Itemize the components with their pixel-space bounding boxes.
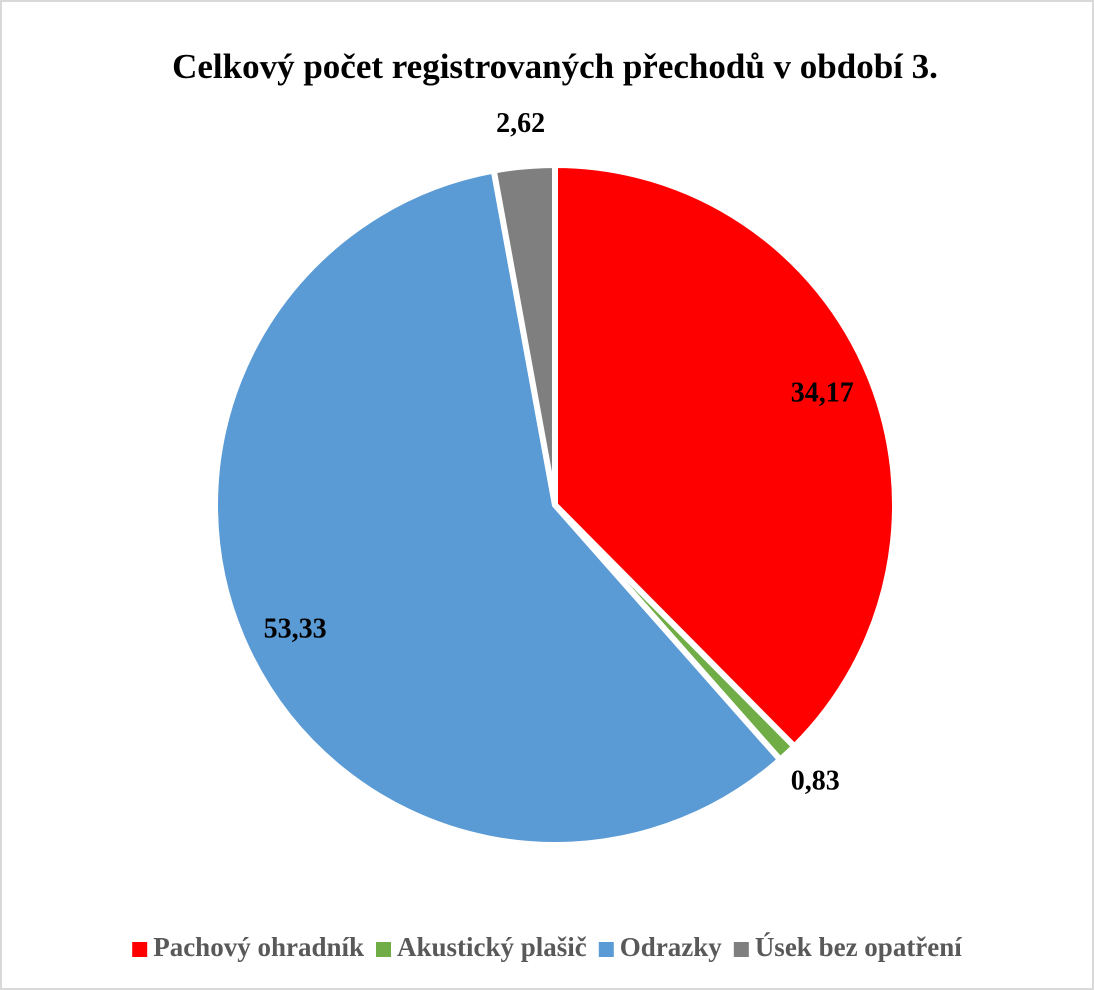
pie-slice	[212, 167, 785, 848]
legend-label: Pachový ohradník	[153, 932, 364, 962]
data-label: 34,17	[791, 377, 854, 408]
legend-swatch	[376, 942, 391, 957]
legend-swatch	[132, 942, 148, 957]
data-label: 0,83	[791, 765, 840, 796]
data-label: 2,62	[496, 108, 545, 139]
chart-title: Celkový počet registrovaných přechodů v …	[172, 47, 938, 86]
legend: Pachový ohradník Akustický plašič Odrazky Ú…	[132, 932, 962, 962]
legend-label: Odrazky	[620, 932, 723, 962]
data-label: 53,33	[264, 614, 327, 645]
pie-slice	[490, 161, 558, 506]
legend-swatch	[598, 942, 614, 957]
legend-swatch	[733, 942, 749, 957]
pie-slice	[552, 161, 898, 751]
legend-label: Akustický plašič	[397, 932, 587, 962]
legend-label: Úsek bez opatření	[755, 932, 962, 962]
